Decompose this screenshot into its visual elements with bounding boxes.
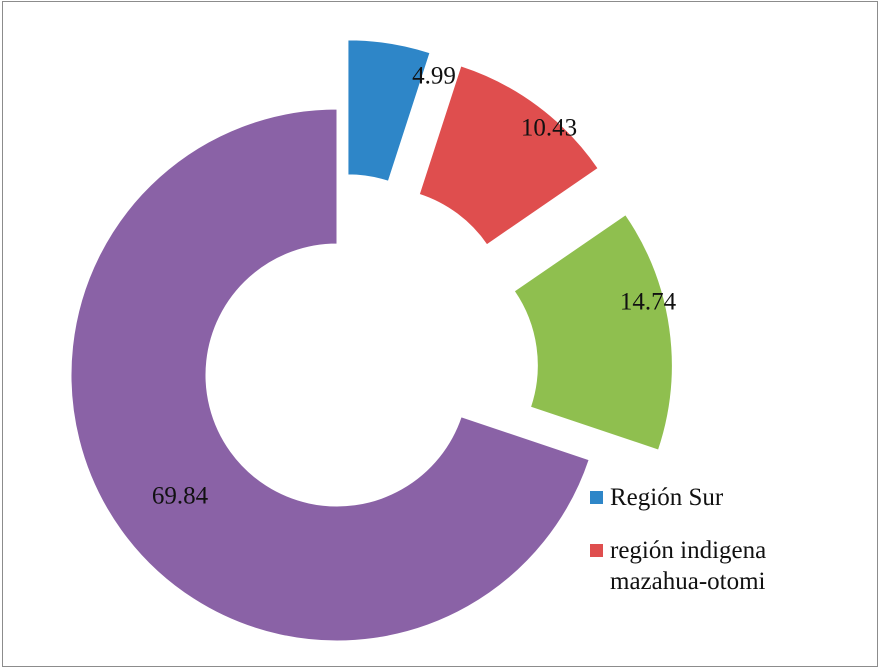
legend-swatch-region-sur — [590, 491, 603, 504]
data-label-region-indigena: 10.43 — [521, 115, 577, 142]
donut-chart: 4.99 10.43 14.74 69.84 — [70, 39, 677, 642]
data-label-third: 14.74 — [620, 289, 677, 316]
legend-label-region-indigena: región indigena mazahua-otomi — [610, 537, 767, 595]
data-label-region-sur: 4.99 — [412, 63, 456, 90]
data-label-fourth: 69.84 — [152, 483, 209, 510]
donut-slice-region-indigena — [418, 65, 599, 246]
legend-item-region-sur: Región Sur — [590, 482, 830, 513]
legend-swatch-region-indigena — [590, 544, 603, 557]
legend-item-region-indigena: región indigena mazahua-otomi — [590, 535, 830, 597]
donut-slice-third — [513, 213, 673, 451]
donut-slice-fourth — [70, 108, 590, 642]
legend-label-region-sur: Región Sur — [610, 484, 724, 511]
legend: Región Sur región indigena mazahua-otomi — [590, 482, 830, 619]
donut-slice-region-sur — [347, 39, 431, 182]
